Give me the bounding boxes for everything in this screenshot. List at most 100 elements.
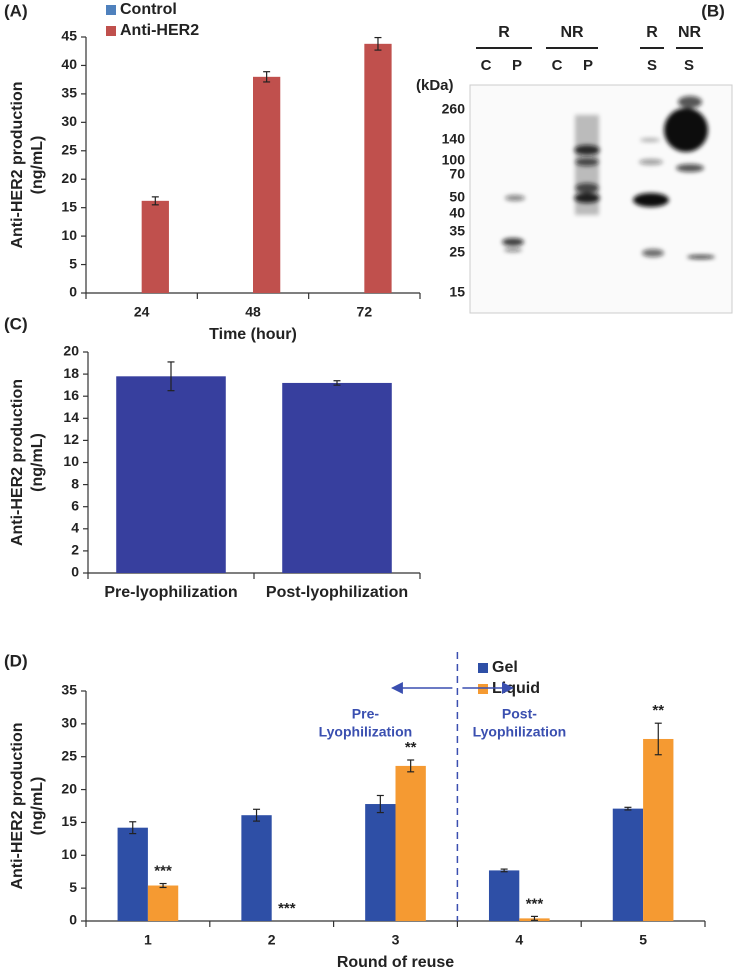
y-tick-label: 5 [69,255,77,271]
y-tick-label: 30 [61,715,77,731]
error-bar [407,759,415,773]
legend-label: Gel [492,659,518,676]
y-tick-label: 0 [71,564,79,580]
panel-label: (C) [4,314,28,333]
y-axis-label: Anti-HER2 production [9,379,26,546]
legend-swatch [478,684,488,694]
x-tick-label: 24 [134,304,150,320]
lane-label: S [684,57,694,74]
annotation: Lyophilization [473,724,567,740]
x-tick-label: Pre-lyophilization [104,584,237,601]
y-tick-label: 25 [61,747,77,763]
bar [395,765,426,921]
x-tick-label: 1 [144,932,152,948]
x-tick-label: 2 [268,932,276,948]
bar [365,804,396,921]
y-tick-label: 4 [71,520,79,536]
y-tick-label: 6 [71,497,79,513]
error-bar [167,361,175,392]
lane-label: P [512,57,522,74]
lane-label: C [481,57,492,74]
y-tick-label: 20 [61,780,77,796]
blot [469,84,733,314]
significance-label: ** [405,739,417,756]
y-tick-label: 35 [61,682,77,698]
blot-bands [502,96,715,259]
marker-label: 25 [449,244,465,260]
marker-label: 140 [442,131,466,147]
y-tick-label: 10 [63,453,79,469]
lane-group-label: NR [678,24,702,41]
y-axis-label: Anti-HER2 production [9,722,26,889]
error-bar [376,794,384,814]
y-tick-label: 0 [69,912,77,928]
error-bar [253,808,261,822]
y-tick-label: 18 [63,365,79,381]
y-tick-label: 0 [69,284,77,300]
annotation: Pre- [352,706,380,722]
y-tick-label: 45 [61,28,77,44]
marker-label: 50 [449,189,465,205]
error-bar [374,36,382,51]
annotation: Post- [502,706,537,722]
y-tick-label: 12 [63,431,79,447]
x-axis-label: Time (hour) [209,326,297,343]
y-tick-label: 20 [61,170,77,186]
marker-label: 260 [442,101,466,117]
legend-label: Control [120,1,177,18]
bar [612,808,644,921]
y-tick-label: 14 [63,409,79,425]
error-bar [500,868,508,873]
y-tick-label: 15 [61,813,77,829]
marker-label: 70 [449,166,465,182]
lane-label: S [647,57,657,74]
error-bar [263,71,271,83]
significance-label: ** [652,702,664,719]
bar [147,885,179,921]
lane-group-label: R [646,24,658,41]
y-tick-label: 15 [61,198,77,214]
panel-label: (A) [4,1,28,20]
x-tick-label: 72 [357,304,373,320]
bar [253,76,281,293]
y-tick-label: 10 [61,846,77,862]
significance-label: *** [154,863,172,880]
y-tick-label: 5 [69,879,77,895]
legend-swatch [478,663,488,673]
y-tick-label: 35 [61,85,77,101]
bar [643,738,674,921]
significance-label: *** [526,895,544,912]
error-bar [159,882,167,889]
legend-swatch [106,26,116,36]
bar [364,43,392,294]
error-bar [151,196,159,206]
error-bar [624,806,632,811]
x-tick-label: 48 [245,304,261,320]
y-tick-label: 25 [61,141,77,157]
error-bar [530,915,538,921]
x-axis-label: Round of reuse [337,954,454,971]
error-bar [654,722,662,756]
y-axis-label: Anti-HER2 production [9,81,26,248]
y-axis-label: (ng/mL) [29,777,46,836]
marker-label: 40 [449,205,465,221]
marker-label: 100 [442,152,466,168]
y-tick-label: 8 [71,475,79,491]
y-tick-label: 16 [63,387,79,403]
marker-label: 35 [449,223,465,239]
lane-group-label: NR [560,24,584,41]
error-bar [333,380,341,386]
bar [117,827,148,921]
y-tick-label: 20 [63,343,79,359]
error-bar [129,821,137,835]
bar [116,376,226,573]
y-axis-label: (ng/mL) [29,136,46,195]
annotation: Lyophilization [319,724,413,740]
lane-label: C [552,57,563,74]
y-tick-label: 30 [61,113,77,129]
legend-label: Anti-HER2 [120,22,199,39]
y-tick-label: 10 [61,227,77,243]
bar [241,815,272,921]
bar [141,200,169,293]
